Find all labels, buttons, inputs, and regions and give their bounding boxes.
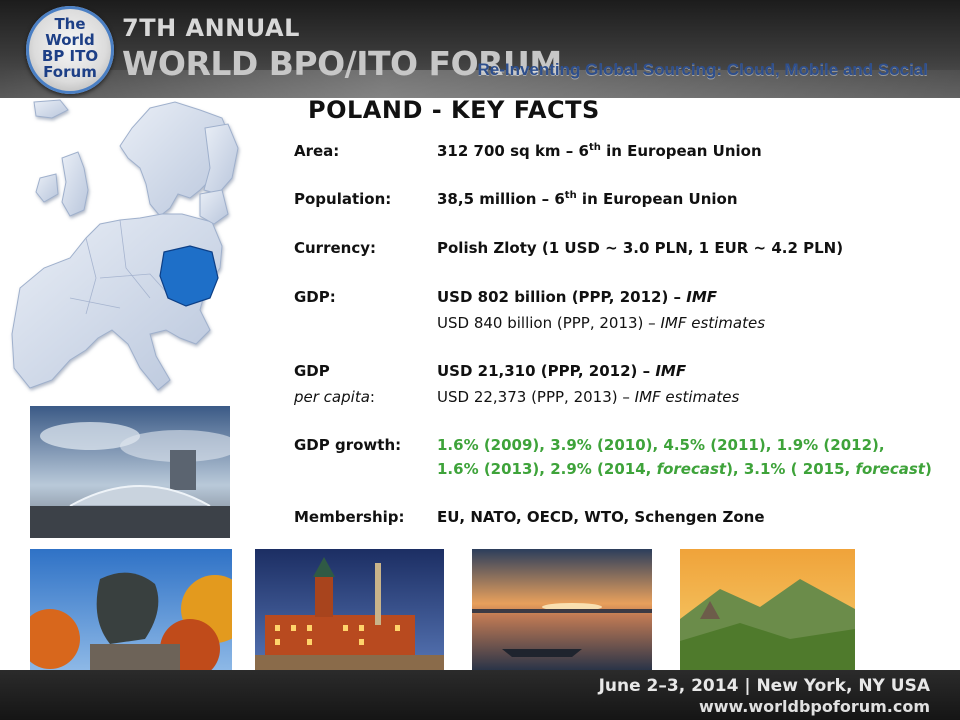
fact-label: Population: <box>294 190 392 208</box>
fact-value: USD 22,373 (PPP, 2013) – IMF estimates <box>437 388 740 406</box>
fact-value: 38,5 million – 6th in European Union <box>437 190 738 208</box>
baltics-shape <box>199 189 229 225</box>
fact-value: 1.6% (2013), 2.9% (2014, forecast), 3.1%… <box>437 460 932 478</box>
ireland-shape <box>35 173 59 203</box>
annual-label: 7TH ANNUAL <box>122 14 300 42</box>
fact-label: Currency: <box>294 239 377 257</box>
fact-value: EU, NATO, OECD, WTO, Schengen Zone <box>437 508 765 526</box>
logo-line-4: Forum <box>43 63 97 81</box>
uk-shape <box>61 151 89 217</box>
warsaw-stadium-photo <box>30 406 230 538</box>
poland-highlight <box>159 245 219 307</box>
fact-label: Membership: <box>294 508 405 526</box>
finland-shape <box>203 123 239 195</box>
chopin-monument-photo <box>30 549 232 670</box>
footer-bar: June 2–3, 2014 | New York, NY USA www.wo… <box>0 670 960 720</box>
royal-castle-photo <box>255 549 444 670</box>
logo-line-3: BP ITO <box>41 47 99 65</box>
logo-line-1: The <box>54 15 86 33</box>
website-link[interactable]: www.worldbpoforum.com <box>698 697 930 716</box>
fact-label: GDP: <box>294 288 336 306</box>
event-date-location: June 2–3, 2014 | New York, NY USA <box>598 676 930 696</box>
iceland-shape <box>33 99 69 119</box>
mountain-valley-photo <box>680 549 855 670</box>
header-shine <box>0 70 960 98</box>
logo-line-2: World <box>45 31 95 49</box>
fact-value: USD 840 billion (PPP, 2013) – IMF estima… <box>437 314 766 332</box>
lake-sunset-photo <box>472 549 652 670</box>
forum-logo: The World BP ITO Forum <box>26 6 114 94</box>
fact-value: 1.6% (2009), 3.9% (2010), 4.5% (2011), 1… <box>437 436 885 454</box>
fact-value: Polish Zloty (1 USD ~ 3.0 PLN, 1 EUR ~ 4… <box>437 239 844 257</box>
fact-label: GDP <box>294 362 330 380</box>
fact-label: per capita: <box>294 388 375 406</box>
fact-value: USD 802 billion (PPP, 2012) – IMF <box>437 288 718 306</box>
fact-label: Area: <box>294 142 340 160</box>
fact-value: 312 700 sq km – 6th in European Union <box>437 142 762 160</box>
header-banner: The World BP ITO Forum 7TH ANNUAL WORLD … <box>0 0 960 98</box>
forum-title: WORLD BPO/ITO FORUM <box>122 44 562 83</box>
scandinavia-shape <box>119 101 231 217</box>
page-title: POLAND - KEY FACTS <box>308 96 600 124</box>
europe-map <box>0 98 252 400</box>
fact-label: GDP growth: <box>294 436 402 454</box>
fact-value: USD 21,310 (PPP, 2012) – IMF <box>437 362 687 380</box>
tagline: Re-Inventing Global Sourcing: Cloud, Mob… <box>477 60 928 79</box>
